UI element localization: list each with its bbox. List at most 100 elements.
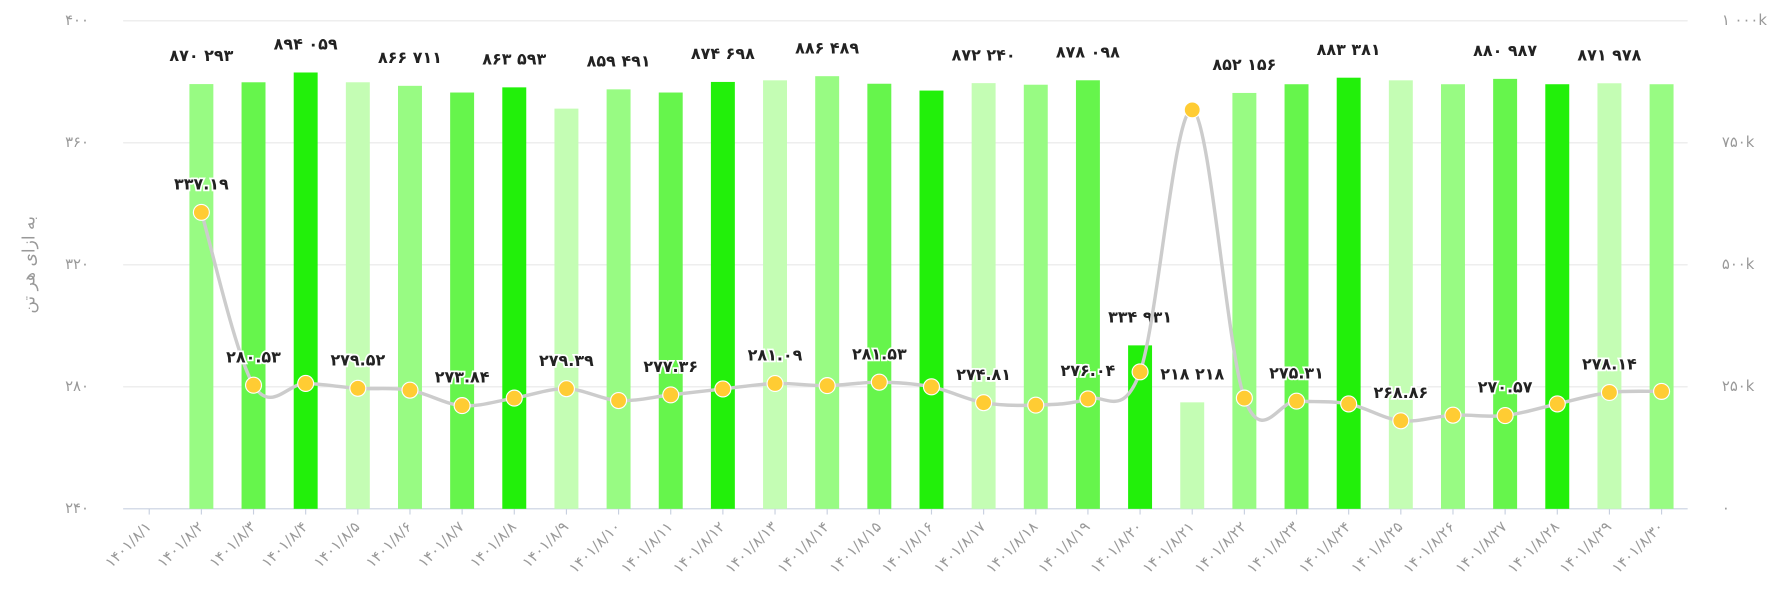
line-marker <box>1548 395 1566 413</box>
x-tick-label: ۱۴۰۱/۸/۶ <box>363 518 416 571</box>
line-marker <box>610 391 628 410</box>
x-tick-label: ۱۴۰۱/۸/۲۴ <box>1296 518 1354 576</box>
bar <box>1649 84 1674 509</box>
y2-tick-label: ۰ <box>1722 500 1730 517</box>
bar <box>1075 80 1100 509</box>
bar-data-label: ۸۵۹ ۴۹۱ <box>587 51 651 70</box>
x-tick-label: ۱۴۰۱/۸/۱۸ <box>983 518 1041 576</box>
line-data-label: ۲۷۳.۸۴ <box>435 368 490 387</box>
x-tick-label: ۱۴۰۱/۸/۲۳ <box>1244 518 1302 576</box>
bar <box>1545 84 1570 509</box>
line-marker <box>1392 412 1410 430</box>
y-tick-label: ۳۶۰ <box>65 134 89 151</box>
line-marker <box>557 380 575 398</box>
line-marker <box>662 386 680 404</box>
bar-data-label: ۸۶۳ ۵۹۳ <box>482 49 546 68</box>
x-tick-label: ۱۴۰۱/۸/۲ <box>154 518 207 571</box>
x-tick-label: ۱۴۰۱/۸/۸ <box>467 518 520 571</box>
line-marker <box>766 374 784 393</box>
y2-tick-label: ۲۵۰k <box>1722 378 1755 395</box>
bar <box>450 92 475 509</box>
bar-data-label: ۸۷۰ ۲۹۳ <box>169 46 233 65</box>
line-marker <box>349 379 367 397</box>
line-data-label: ۲۶۸.۸۶ <box>1373 383 1428 402</box>
bar <box>1336 77 1361 509</box>
bar <box>763 80 788 509</box>
line-data-label: ۲۸۰.۵۳ <box>226 347 281 366</box>
bar <box>1284 84 1309 509</box>
line-data-label: ۲۸۱.۰۹ <box>748 346 803 365</box>
bar <box>658 92 683 509</box>
line-marker <box>714 380 732 398</box>
line-marker <box>975 394 993 412</box>
line-marker <box>1653 382 1671 400</box>
line-data-label: ۲۷۷.۳۶ <box>643 357 698 376</box>
line-marker <box>1287 392 1306 410</box>
bar-data-label: ۳۳۴ ۹۳۱ <box>1108 308 1172 327</box>
x-tick-label: ۱۴۰۱/۸/۱۰ <box>566 518 624 576</box>
bar <box>815 76 840 509</box>
bar <box>1597 83 1622 509</box>
bar <box>1180 402 1205 509</box>
bar <box>398 85 422 509</box>
x-tick-label: ۱۴۰۱/۸/۲۲ <box>1192 518 1250 576</box>
x-tick-label: ۱۴۰۱/۸/۱۶ <box>879 518 937 576</box>
x-tick-label: ۱۴۰۱/۸/۱۷ <box>931 518 989 576</box>
line-marker <box>1079 390 1097 408</box>
bar-data-label: ۸۷۱ ۹۷۸ <box>1577 45 1641 64</box>
bar <box>345 82 370 509</box>
y-tick-label: ۴۰۰ <box>65 12 89 29</box>
bar <box>1441 84 1465 509</box>
bar <box>1023 84 1048 509</box>
bar-data-label: ۸۷۲ ۲۴۰ <box>952 45 1016 64</box>
y-tick-label: ۳۲۰ <box>65 256 89 273</box>
bar <box>606 89 631 509</box>
bar-data-label: ۸۸۳ ۳۸۱ <box>1317 40 1381 59</box>
line-data-label: ۲۷۶.۰۴ <box>1061 361 1116 380</box>
bar <box>554 108 579 509</box>
bar <box>293 72 318 509</box>
bar-data-label: ۸۷۴ ۶۹۸ <box>691 44 755 63</box>
bar <box>1388 80 1413 509</box>
line-data-label: ۲۷۹.۵۲ <box>330 350 385 369</box>
line-marker <box>1496 407 1514 425</box>
line-marker <box>1340 395 1358 413</box>
bar <box>241 82 266 509</box>
y2-tick-label: ۱ ۰۰۰k <box>1722 12 1768 29</box>
x-tick-label: ۱۴۰۱/۸/۲۱ <box>1139 518 1197 576</box>
bar-data-label: ۸۸۰ ۹۸۷ <box>1473 41 1537 60</box>
y-axis-label: به ازای هر تن <box>20 216 40 314</box>
line-marker <box>870 373 888 391</box>
x-tick-label: ۱۴۰۱/۸/۱۵ <box>827 518 885 576</box>
bar-data-label: ۲۱۸ ۲۱۸ <box>1160 364 1224 383</box>
x-tick-label: ۱۴۰۱/۸/۱۱ <box>618 518 676 576</box>
x-tick-label: ۱۴۰۱/۸/۷ <box>415 518 468 571</box>
x-tick-label: ۱۴۰۱/۸/۱۲ <box>670 518 728 576</box>
x-tick-label: ۱۴۰۱/۸/۲۹ <box>1557 518 1615 576</box>
line-marker <box>244 376 263 394</box>
x-tick-label: ۱۴۰۱/۸/۱۴ <box>774 518 832 576</box>
line-marker <box>1235 389 1253 407</box>
line-marker <box>297 374 315 393</box>
y-tick-label: ۲۸۰ <box>65 378 89 395</box>
x-tick-label: ۱۴۰۱/۸/۲۸ <box>1504 518 1562 576</box>
line-data-label: ۳۳۷.۱۹ <box>174 175 229 194</box>
bar <box>971 83 996 509</box>
y2-tick-label: ۵۰۰k <box>1722 256 1755 273</box>
x-tick-label: ۱۴۰۱/۸/۴ <box>259 518 312 571</box>
x-tick-label: ۱۴۰۱/۸/۳۰ <box>1609 518 1667 576</box>
bar <box>502 87 527 509</box>
y-tick-label: ۲۴۰ <box>65 500 89 517</box>
bar <box>919 90 944 509</box>
line-marker <box>1131 363 1149 381</box>
x-tick-label: ۱۴۰۱/۸/۹ <box>519 518 572 571</box>
line-data-label: ۲۷۴.۸۱ <box>956 365 1011 384</box>
line-marker <box>1027 396 1045 414</box>
bar-data-label: ۸۶۶ ۷۱۱ <box>378 48 442 67</box>
line-data-label: ۲۷۰.۵۷ <box>1478 378 1533 397</box>
x-tick-label: ۱۴۰۱/۸/۲۵ <box>1348 518 1406 576</box>
line-marker <box>922 378 941 396</box>
bar <box>710 81 735 509</box>
line-marker <box>453 397 471 415</box>
